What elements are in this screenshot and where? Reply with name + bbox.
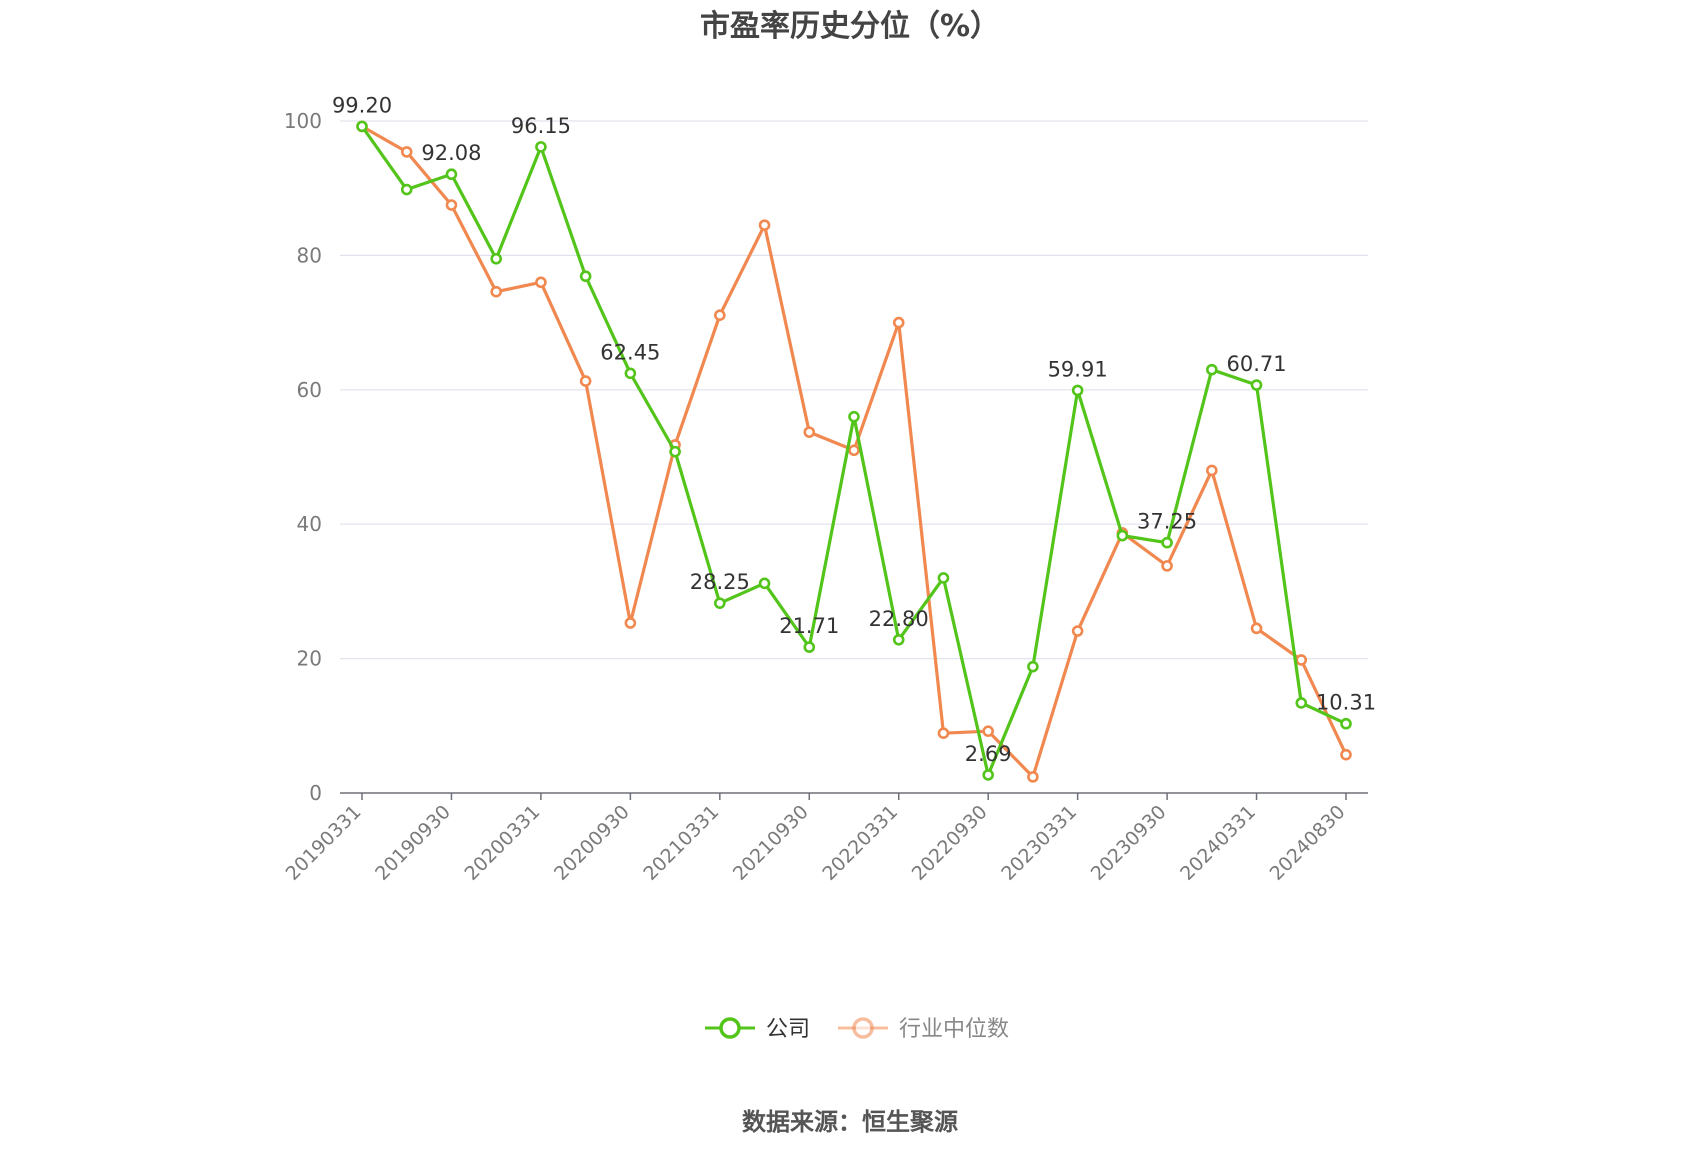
data-point [803, 641, 816, 653]
y-tick-label: 20 [297, 647, 322, 671]
data-label: 96.15 [511, 114, 571, 138]
data-label: 28.25 [690, 570, 750, 594]
grid [340, 120, 1368, 660]
y-tick-label: 0 [309, 781, 322, 805]
x-tick-label: 20200331 [460, 801, 544, 885]
x-tick-label: 20240331 [1176, 801, 1260, 885]
data-point [758, 219, 771, 231]
data-point [714, 309, 726, 322]
data-point [400, 183, 413, 196]
y-tick-label: 60 [297, 378, 322, 402]
series-industry-median [356, 120, 1352, 783]
y-tick-label: 40 [297, 512, 322, 536]
data-point [1295, 697, 1308, 709]
data-point [579, 270, 592, 283]
data-source: 数据来源：恒生聚源 [742, 1108, 958, 1136]
x-tick-label: 20220331 [818, 801, 902, 885]
x-tick-label: 20220930 [908, 801, 992, 885]
data-label: 21.71 [779, 614, 839, 638]
data-point [1071, 625, 1084, 637]
legend-label-company: 公司 [766, 1017, 810, 1042]
data-point [445, 199, 458, 211]
data-point [982, 725, 994, 737]
data-point [1161, 560, 1173, 572]
data-point [1116, 529, 1129, 542]
legend-item-company[interactable]: 公司 [705, 1017, 810, 1042]
data-point [937, 572, 950, 584]
data-label: 22.80 [869, 607, 929, 631]
data-point [892, 633, 905, 646]
data-point [1340, 748, 1352, 761]
data-point [535, 141, 547, 153]
data-point [1295, 654, 1308, 666]
axes: 0 20 40 60 80 100 20190331 20190930 20200331 2020… [282, 109, 1368, 885]
data-point [445, 168, 458, 181]
data-label: 59.91 [1048, 357, 1108, 381]
series [356, 120, 1352, 783]
data-point [669, 445, 681, 458]
data-point [758, 577, 771, 590]
data-point [1340, 717, 1352, 730]
data-labels: 99.20 92.08 96.15 62.45 28.25 21.71 22.80 2.69 5… [332, 93, 1376, 766]
data-point [937, 727, 950, 739]
data-point [490, 285, 502, 298]
data-label: 10.31 [1316, 691, 1376, 715]
data-point [982, 769, 994, 781]
data-point [1027, 771, 1039, 783]
legend: 公司 行业中位数 [705, 1017, 1009, 1042]
data-point [1250, 379, 1263, 391]
y-tick-label: 80 [297, 243, 322, 267]
data-point [714, 597, 726, 609]
data-point [848, 444, 860, 457]
data-point [1206, 464, 1218, 477]
data-label: 60.71 [1226, 352, 1286, 376]
data-point [400, 146, 413, 158]
x-tick-label: 20240830 [1266, 801, 1350, 885]
data-point [1071, 384, 1084, 397]
x-tick-label: 20200930 [550, 801, 634, 885]
data-point [624, 617, 637, 629]
legend-item-industry-median[interactable]: 行业中位数 [838, 1017, 1009, 1042]
x-tick-label: 20210930 [729, 801, 813, 885]
data-point [535, 276, 547, 289]
x-tick-label: 20190930 [371, 801, 455, 885]
y-tick-label: 100 [284, 109, 322, 133]
chart-title: 市盈率历史分位（%） [700, 9, 1000, 44]
data-label: 92.08 [421, 141, 481, 165]
data-point [1206, 363, 1218, 376]
data-label: 62.45 [600, 340, 660, 364]
data-point [356, 120, 368, 133]
data-point [490, 252, 502, 265]
legend-label-industry-median: 行业中位数 [899, 1017, 1009, 1042]
data-point [848, 410, 860, 423]
x-tick-label: 20230930 [1087, 801, 1171, 885]
data-point [579, 375, 592, 387]
data-point [1250, 622, 1263, 635]
x-tick-label: 20230331 [997, 801, 1081, 885]
x-tick-label: 20190331 [282, 801, 366, 885]
data-point [1161, 536, 1173, 549]
data-point [803, 426, 816, 438]
series-company [356, 120, 1352, 781]
data-label: 37.25 [1137, 510, 1197, 534]
data-point [892, 316, 905, 329]
data-point [624, 367, 637, 380]
data-label: 99.20 [332, 93, 392, 117]
data-label: 2.69 [965, 742, 1012, 766]
data-point [1027, 660, 1039, 673]
x-tick-label: 20210331 [639, 801, 723, 885]
